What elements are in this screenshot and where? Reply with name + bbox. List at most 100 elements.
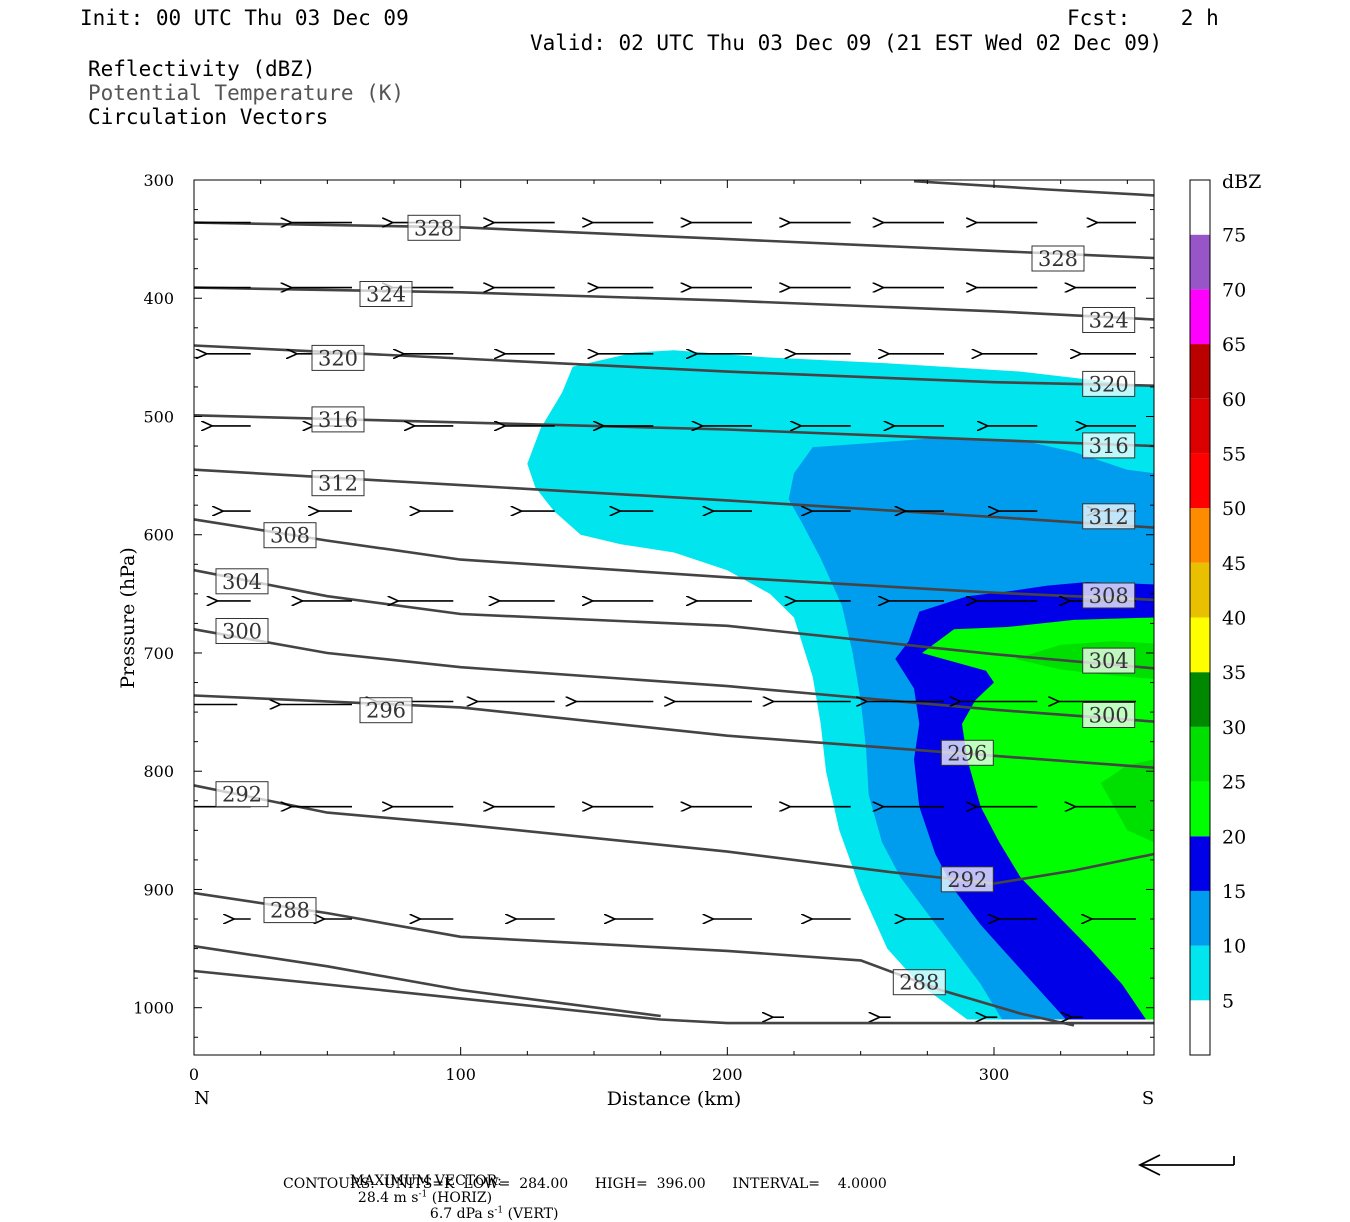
colorbar-band-50 bbox=[1190, 453, 1210, 509]
colorbar-band-70 bbox=[1190, 234, 1210, 290]
colorbar-band-40 bbox=[1190, 562, 1210, 618]
field-reflectivity: Reflectivity (dBZ) bbox=[88, 57, 316, 81]
theta-contour-320-2 bbox=[194, 344, 1154, 387]
x-end-label-south: S bbox=[1142, 1088, 1154, 1109]
x-end-label-north: N bbox=[194, 1088, 210, 1109]
contour-label: 324 bbox=[1089, 309, 1129, 333]
colorbar-band-30 bbox=[1190, 672, 1210, 727]
contour-info: CONTOURS: UNITS=K LOW= 284.00 HIGH= 396.… bbox=[283, 1176, 887, 1192]
contour-label: 312 bbox=[318, 472, 358, 496]
contour-label: 288 bbox=[899, 971, 939, 995]
y-tick-label: 400 bbox=[143, 289, 174, 308]
colorbar-label: 70 bbox=[1222, 279, 1246, 301]
contour-label: 292 bbox=[947, 868, 987, 892]
contour-label-box bbox=[311, 344, 365, 371]
theta-contour-284-12 bbox=[194, 969, 1154, 1025]
x-tick-label: 200 bbox=[712, 1065, 743, 1084]
y-tick-label: 700 bbox=[143, 644, 174, 663]
contour-label-box bbox=[1082, 432, 1136, 459]
contour-label-box bbox=[263, 522, 317, 549]
colorbar-band-5 bbox=[1190, 945, 1210, 1001]
contour-label: 296 bbox=[366, 699, 406, 723]
max-vector-horiz-value: 28.4 m s bbox=[357, 1189, 419, 1206]
contour-label: 304 bbox=[222, 570, 262, 594]
x-axis-title: Distance (km) bbox=[607, 1088, 742, 1110]
x-tick-label: 100 bbox=[445, 1065, 476, 1084]
colorbar-label: 45 bbox=[1222, 553, 1246, 575]
contour-label: 328 bbox=[414, 216, 454, 240]
valid-time: Valid: 02 UTC Thu 03 Dec 09 (21 EST Wed … bbox=[530, 31, 1163, 55]
contour-label-box bbox=[940, 866, 994, 893]
contour-label-box bbox=[215, 781, 269, 808]
plot-frame bbox=[193, 179, 1155, 1056]
colorbar-label: 5 bbox=[1222, 990, 1234, 1012]
colorbar-band-45 bbox=[1190, 508, 1210, 563]
colorbar-label: 75 bbox=[1222, 225, 1246, 247]
contour-label-box bbox=[311, 406, 365, 433]
colorbar-label: 35 bbox=[1222, 662, 1246, 684]
contour-label-box bbox=[407, 214, 461, 241]
theta-contour-300-7 bbox=[194, 628, 1154, 723]
contour-label: 320 bbox=[318, 346, 358, 370]
colorbar-label: 60 bbox=[1222, 389, 1246, 411]
contour-label-box bbox=[1082, 307, 1136, 333]
x-tick-label: 0 bbox=[189, 1065, 199, 1084]
max-vector-vert-exponent: -1 bbox=[494, 1205, 504, 1216]
contour-label: 300 bbox=[1089, 704, 1129, 728]
y-tick-label: 800 bbox=[143, 762, 174, 781]
contour-label-box bbox=[359, 281, 413, 307]
y-tick-label: 900 bbox=[143, 880, 174, 899]
theta-contour-304-6 bbox=[194, 568, 1154, 670]
reflectivity-region-25dbz-5 bbox=[1100, 759, 1154, 843]
contour-label-box bbox=[1082, 582, 1136, 609]
max-vector-vert: 6.7 dPa s-1 (VERT) bbox=[430, 1206, 559, 1222]
colorbar-band-60 bbox=[1190, 344, 1210, 399]
contour-label: 300 bbox=[222, 620, 262, 644]
theta-contour-292-9 bbox=[194, 784, 1154, 885]
y-axis-title: Pressure (hPa) bbox=[117, 547, 139, 689]
max-vector-vert-value: 6.7 dPa s bbox=[429, 1206, 495, 1222]
contour-label: 292 bbox=[222, 783, 262, 807]
theta-contour-316-3 bbox=[194, 414, 1154, 448]
colorbar-label: 50 bbox=[1222, 498, 1246, 520]
colorbar-band-55 bbox=[1190, 398, 1210, 454]
contour-label: 324 bbox=[366, 283, 406, 307]
contour-label-box bbox=[1031, 245, 1085, 272]
colorbar-band-35 bbox=[1190, 617, 1210, 673]
colorbar-band-20 bbox=[1190, 781, 1210, 837]
contour-label-box bbox=[359, 697, 413, 724]
init-time: Init: 00 UTC Thu 03 Dec 09 bbox=[80, 6, 409, 30]
contour-label: 296 bbox=[947, 741, 987, 765]
colorbar-label: 40 bbox=[1222, 608, 1246, 630]
colorbar-label: 55 bbox=[1222, 443, 1246, 465]
forecast-hour: Fcst: 2 h bbox=[1067, 6, 1219, 30]
colorbar-label: 65 bbox=[1222, 334, 1246, 356]
field-circulation-vectors: Circulation Vectors bbox=[88, 105, 329, 129]
contour-label: 316 bbox=[318, 408, 358, 432]
colorbar-label: 30 bbox=[1222, 717, 1246, 739]
colorbar-label: 20 bbox=[1222, 826, 1246, 848]
contour-label-box bbox=[215, 618, 269, 644]
theta-contour-332-13 bbox=[913, 180, 1154, 197]
contour-label: 316 bbox=[1089, 434, 1129, 458]
contour-label: 308 bbox=[270, 524, 310, 548]
colorbar-band-65 bbox=[1190, 289, 1210, 345]
colorbar-band-15 bbox=[1190, 836, 1210, 891]
theta-contour-328-0 bbox=[194, 221, 1154, 260]
theta-contour-284-11 bbox=[194, 944, 661, 1018]
contour-label: 328 bbox=[1038, 247, 1078, 271]
max-vector-horiz: 28.4 m s-1 (HORIZ) bbox=[357, 1189, 492, 1206]
colorbar-label: 10 bbox=[1222, 936, 1246, 958]
contour-label: 304 bbox=[1089, 649, 1129, 673]
colorbar-frame bbox=[1189, 179, 1211, 1056]
max-vector-horiz-exponent: -1 bbox=[418, 1189, 428, 1199]
y-tick-label: 1000 bbox=[133, 999, 174, 1018]
x-tick-label: 300 bbox=[979, 1065, 1010, 1084]
contour-label-box bbox=[940, 739, 994, 766]
contour-label-box bbox=[263, 897, 317, 924]
reference-vector-arrow bbox=[1137, 1154, 1235, 1176]
y-tick-label: 500 bbox=[143, 407, 174, 426]
theta-contour-288-10 bbox=[194, 891, 1075, 1027]
colorbar-label: 25 bbox=[1222, 772, 1246, 794]
